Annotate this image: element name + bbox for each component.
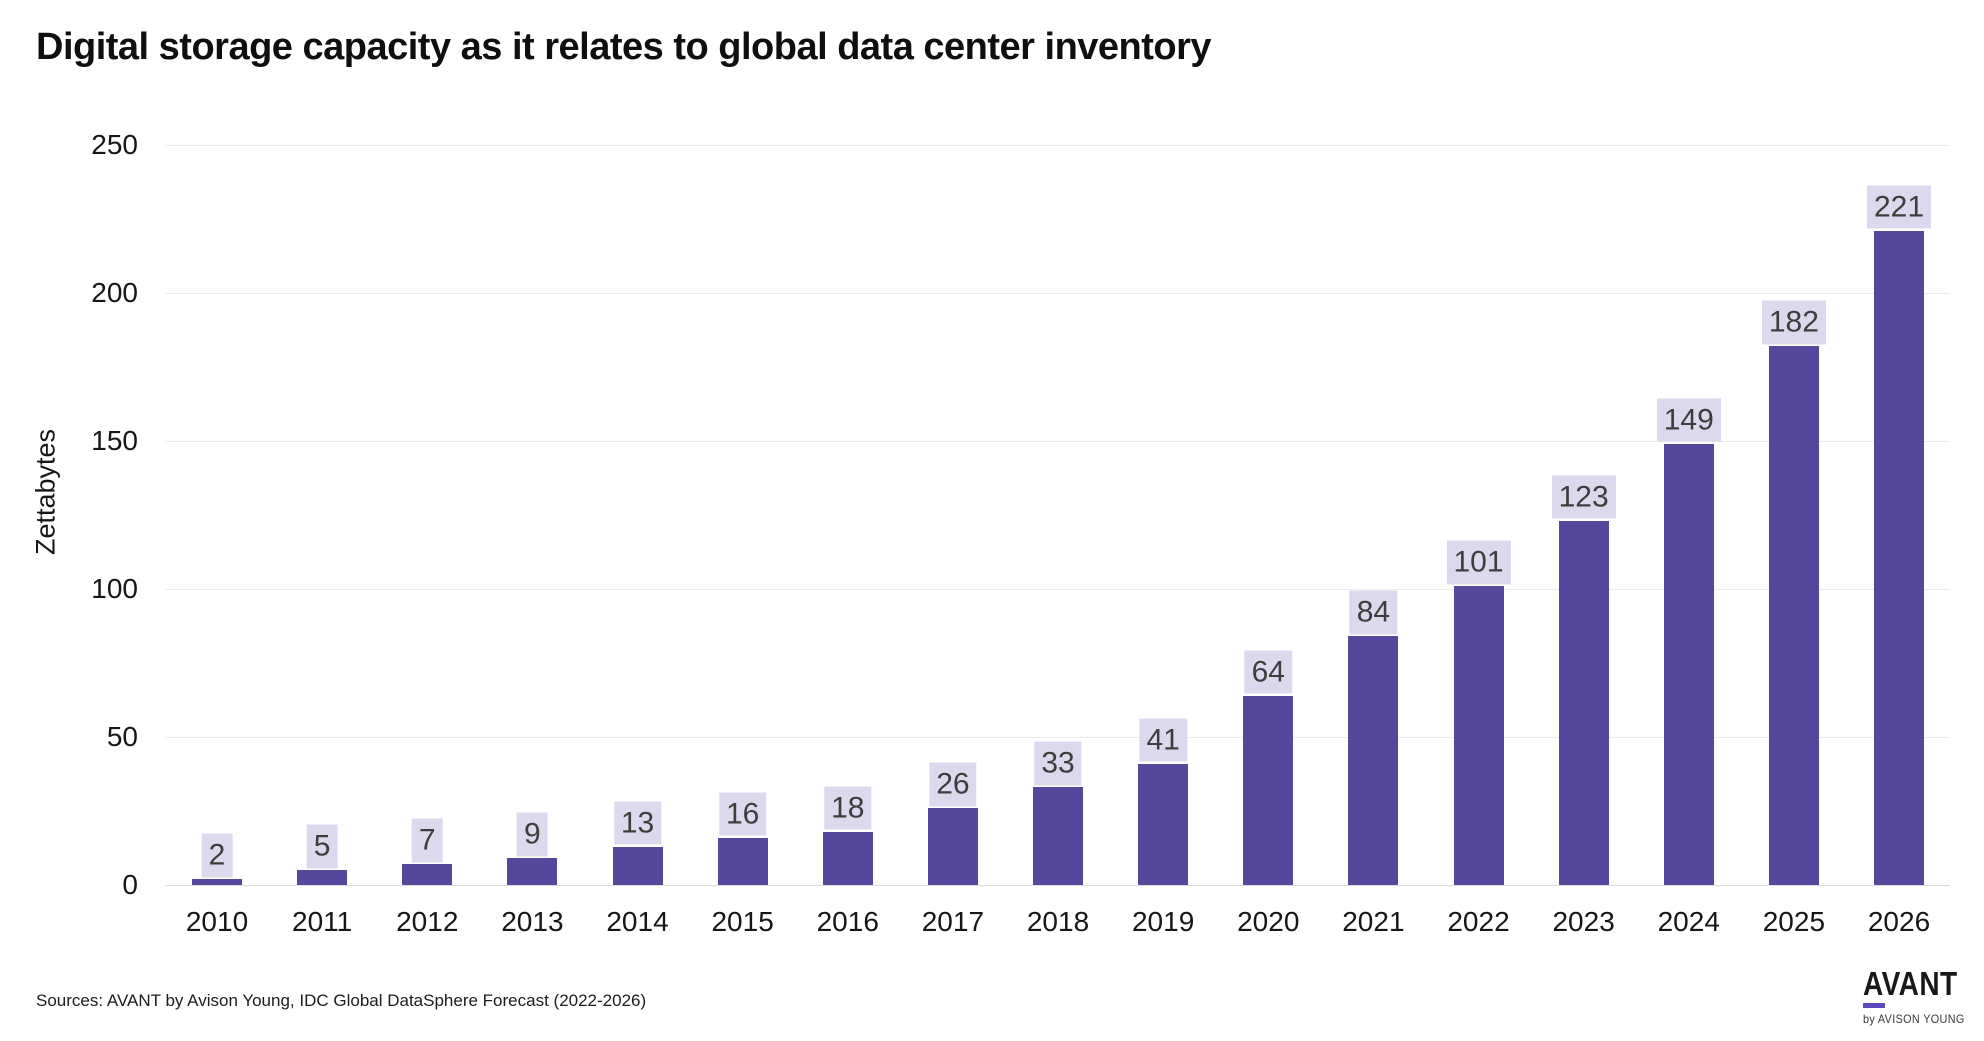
gridline-100	[165, 589, 1950, 590]
x-tick-label-2014: 2014	[606, 906, 669, 937]
x-tick-label-2010: 2010	[185, 906, 249, 937]
bar-2025	[1768, 346, 1819, 885]
bar-value-label-2015: 16	[718, 792, 767, 836]
bar-2011	[297, 870, 348, 885]
bar-value-label-2011: 5	[306, 824, 338, 869]
bar-2015	[717, 837, 768, 885]
gridline-200	[165, 293, 1950, 294]
bar-value-label-2021: 84	[1349, 590, 1398, 635]
bar-value-label-2010: 2	[201, 833, 233, 878]
bar-2026	[1874, 230, 1924, 885]
bar-2023	[1558, 520, 1609, 885]
bar-2022	[1453, 586, 1504, 885]
x-tick-label-2013: 2013	[501, 906, 564, 937]
bar-value-label-2012: 7	[411, 818, 443, 863]
x-axis-line	[165, 885, 1950, 886]
bar-2017	[927, 808, 978, 885]
x-tick-label-2019: 2019	[1131, 906, 1195, 937]
x-tick-label-2012: 2012	[396, 906, 459, 937]
gridline-50	[165, 737, 1950, 738]
bar-value-label-2016: 18	[824, 786, 872, 830]
bar-value-label-2023: 123	[1551, 475, 1616, 519]
bar-2012	[402, 864, 453, 885]
bar-2016	[822, 831, 873, 885]
bar-2013	[507, 858, 558, 885]
y-tick-label-0: 0	[122, 869, 138, 900]
bar-value-label-2014: 13	[613, 801, 662, 845]
x-tick-label-2015: 2015	[711, 906, 774, 937]
bar-2024	[1663, 443, 1714, 885]
bar-value-label-2025: 182	[1761, 300, 1826, 345]
x-tick-label-2025: 2025	[1762, 906, 1826, 937]
x-tick-label-2022: 2022	[1447, 906, 1510, 937]
x-tick-label-2024: 2024	[1657, 906, 1720, 937]
bar-2018	[1033, 787, 1083, 885]
y-tick-label-150: 150	[91, 425, 138, 456]
bar-value-label-2017: 26	[929, 762, 977, 807]
x-tick-label-2020: 2020	[1237, 906, 1300, 937]
x-tick-label-2021: 2021	[1342, 906, 1405, 937]
x-tick-label-2016: 2016	[816, 906, 879, 937]
x-tick-label-2026: 2026	[1867, 906, 1931, 937]
x-tick-label-2023: 2023	[1552, 906, 1615, 937]
gridline-150	[165, 441, 1950, 442]
y-tick-label-250: 250	[91, 129, 138, 160]
x-tick-label-2018: 2018	[1026, 906, 1090, 937]
bar-value-label-2024: 149	[1656, 398, 1721, 442]
bar-value-label-2026: 221	[1866, 185, 1932, 229]
chart-title: Digital storage capacity as it relates t…	[36, 26, 1212, 68]
bar-value-label-2020: 64	[1244, 650, 1292, 694]
source-note: Sources: AVANT by Avison Young, IDC Glob…	[36, 991, 647, 1010]
x-tick-label-2011: 2011	[292, 906, 353, 937]
logo-byline: by AVISON YOUNG	[1863, 1012, 1965, 1026]
bar-value-label-2019: 41	[1139, 718, 1187, 762]
y-tick-label-200: 200	[91, 277, 138, 308]
logo-wordmark: AVANT	[1863, 965, 1958, 1002]
bar-2020	[1243, 695, 1294, 885]
gridline-250	[165, 145, 1950, 146]
bar-2019	[1138, 763, 1189, 885]
avant-logo: AVANT by AVISON YOUNG	[1863, 967, 1973, 1026]
y-tick-label-50: 50	[106, 721, 138, 752]
bar-2014	[612, 846, 663, 885]
bar-2021	[1348, 636, 1399, 885]
bar-value-label-2022: 101	[1446, 540, 1511, 585]
bar-value-label-2013: 9	[517, 812, 548, 857]
x-tick-label-2017: 2017	[921, 906, 985, 937]
bar-2010	[192, 879, 242, 885]
y-tick-label-100: 100	[91, 573, 138, 604]
bar-value-label-2018: 33	[1034, 741, 1082, 786]
logo-underline	[1863, 1003, 1885, 1008]
